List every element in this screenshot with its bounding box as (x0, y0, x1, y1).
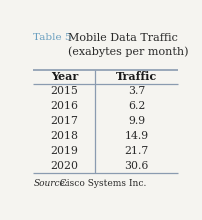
Text: 2020: 2020 (50, 161, 78, 171)
Text: 6.2: 6.2 (127, 101, 145, 111)
Text: Source:: Source: (33, 178, 68, 187)
Text: 2016: 2016 (50, 101, 78, 111)
Text: 2015: 2015 (50, 86, 78, 96)
Text: 2017: 2017 (50, 116, 78, 126)
Text: 3.7: 3.7 (127, 86, 145, 96)
Text: 2018: 2018 (50, 131, 78, 141)
Text: Cisco Systems Inc.: Cisco Systems Inc. (56, 178, 145, 187)
Text: 2019: 2019 (50, 146, 78, 156)
Text: 30.6: 30.6 (124, 161, 148, 171)
Text: 14.9: 14.9 (124, 131, 148, 141)
Text: 21.7: 21.7 (124, 146, 148, 156)
Text: Traffic: Traffic (116, 71, 157, 82)
Text: Mobile Data Traffic
(exabytes per month): Mobile Data Traffic (exabytes per month) (67, 33, 187, 57)
Text: 9.9: 9.9 (127, 116, 145, 126)
Text: Table 5: Table 5 (33, 33, 71, 42)
Text: Year: Year (50, 71, 78, 82)
